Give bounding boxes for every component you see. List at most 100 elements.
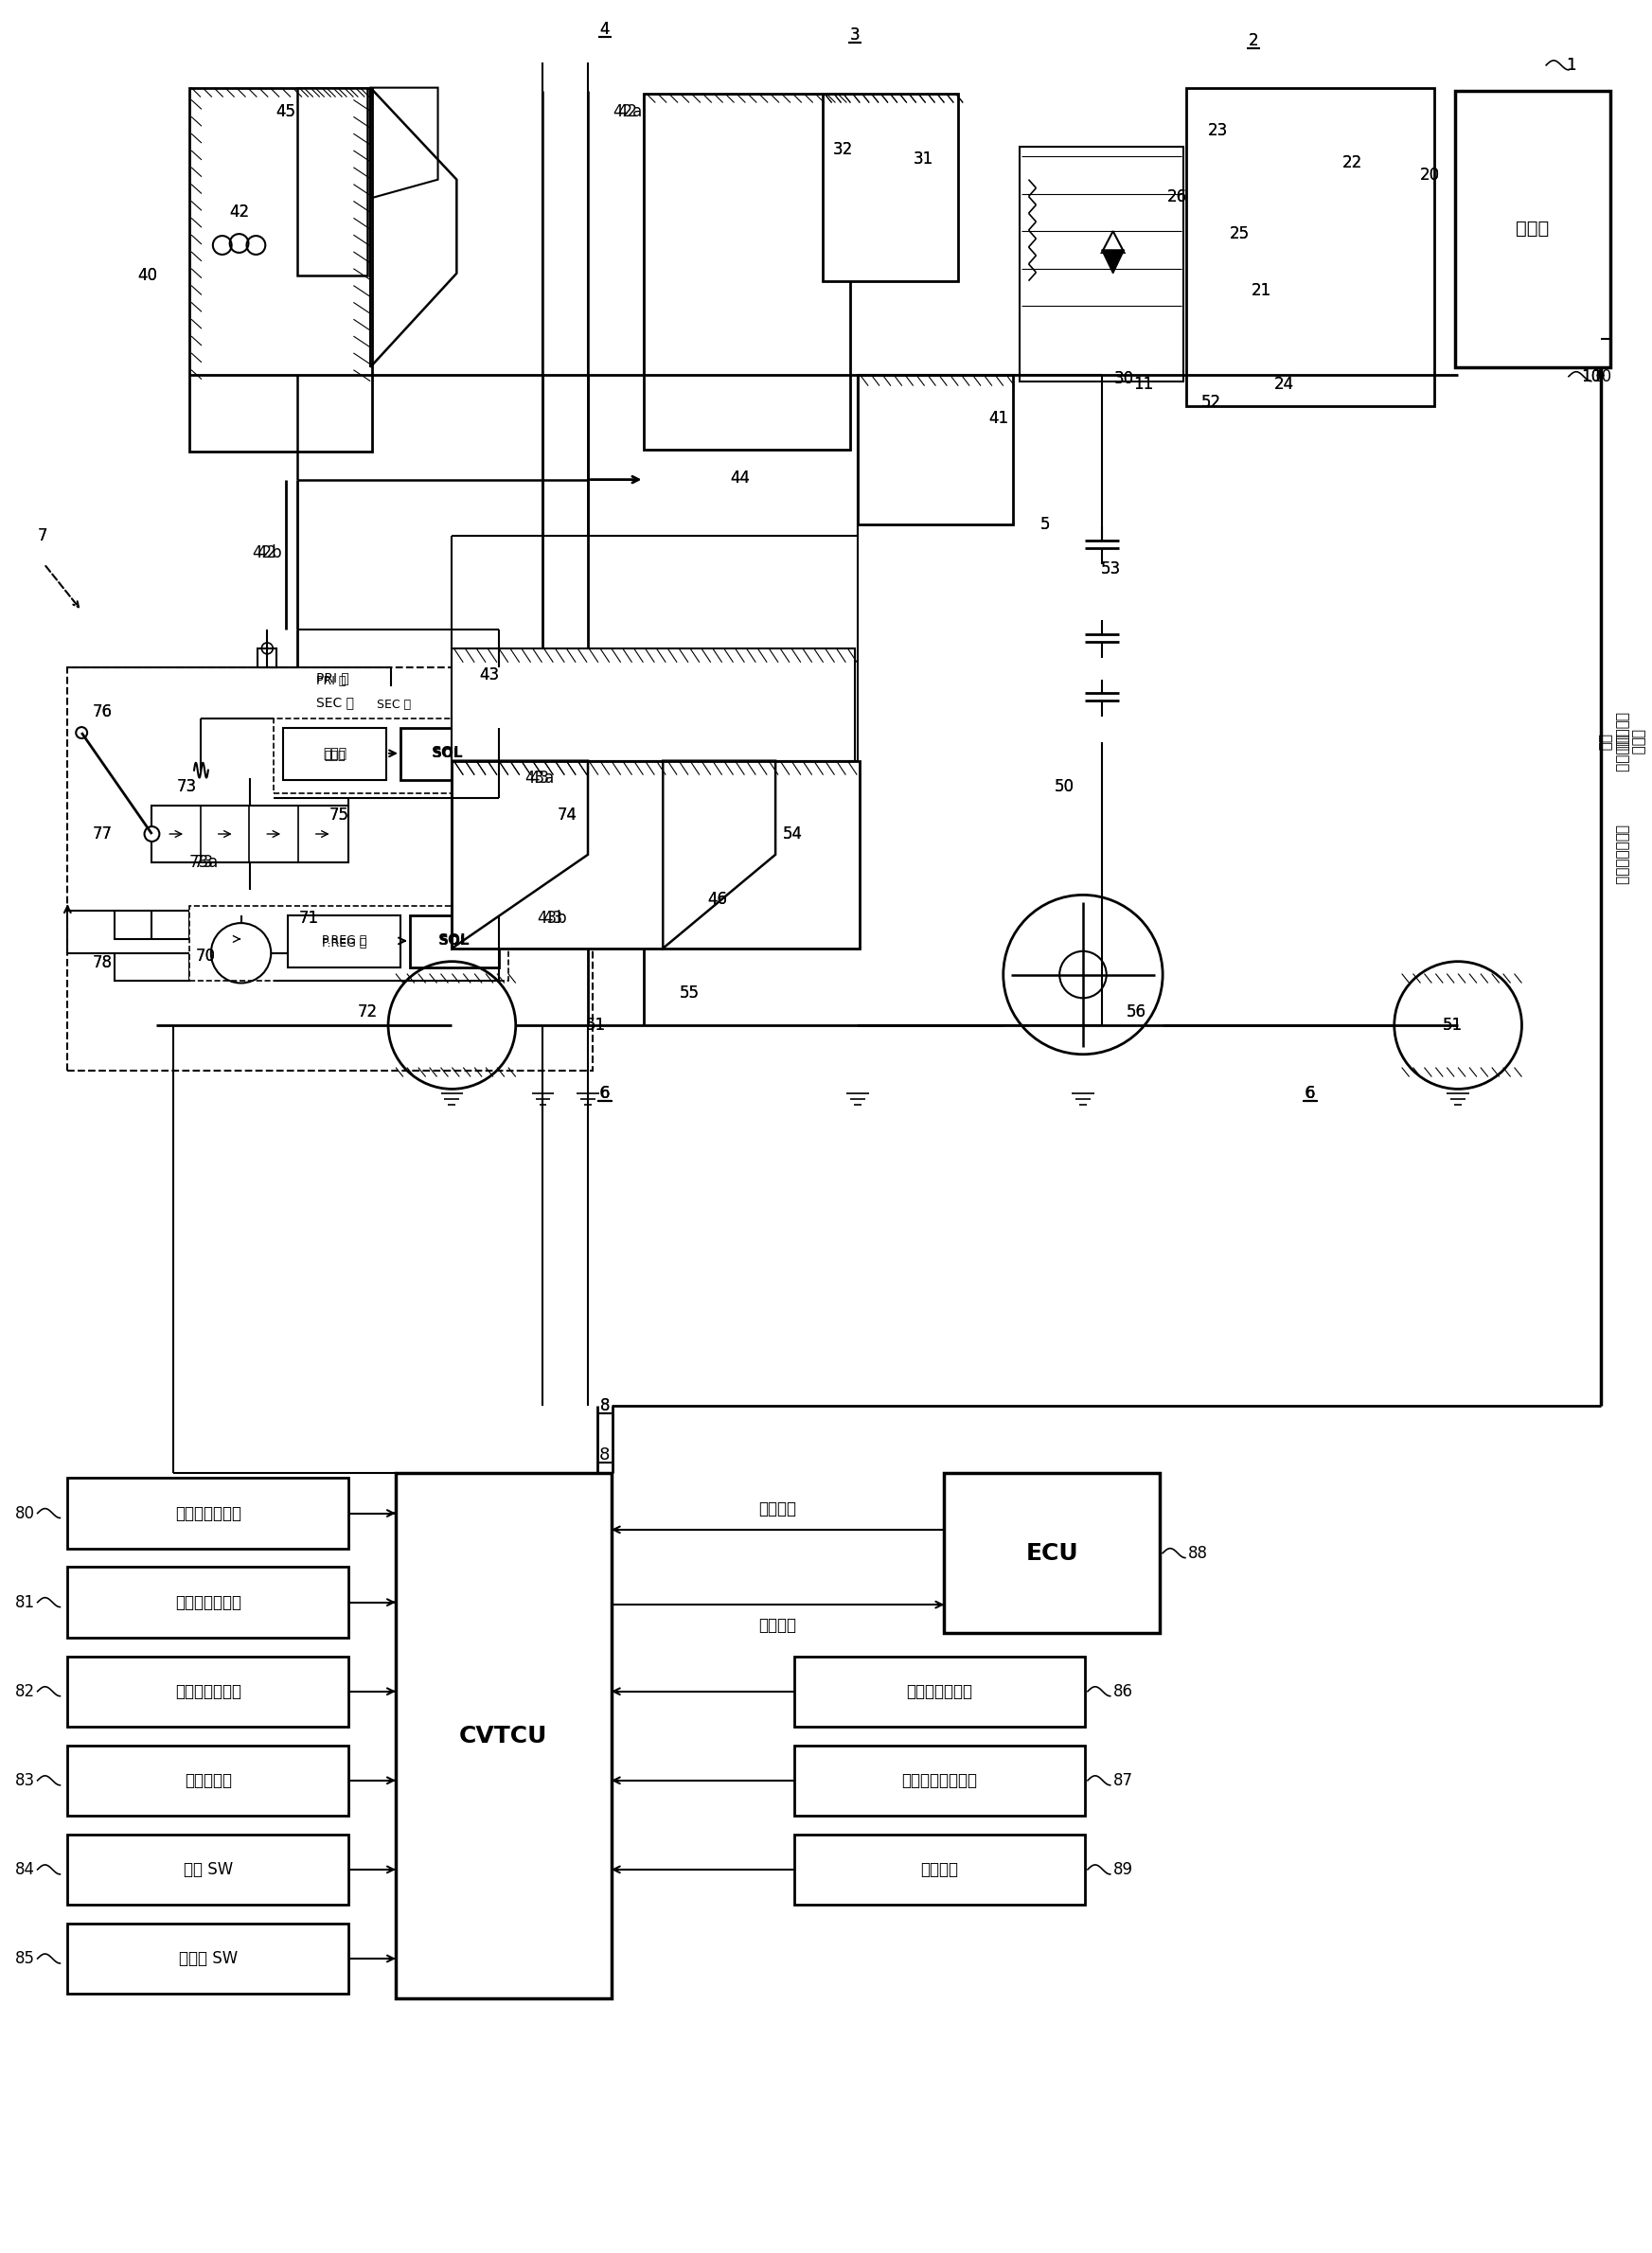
Text: 52: 52	[1201, 394, 1221, 412]
Text: 32: 32	[833, 142, 852, 158]
Text: 53: 53	[1102, 561, 1122, 577]
Text: 74: 74	[557, 807, 577, 825]
Text: 6: 6	[600, 1086, 610, 1102]
Bar	[400, 728, 494, 780]
Text: P.REG 阀: P.REG 阀	[322, 935, 367, 946]
Text: 油温传感器: 油温传感器	[185, 1771, 231, 1789]
Bar	[1455, 90, 1611, 367]
Text: 26: 26	[1166, 187, 1186, 205]
Text: 6: 6	[600, 1086, 610, 1102]
Text: 42: 42	[230, 203, 249, 221]
Bar	[453, 649, 856, 762]
Text: 45: 45	[276, 104, 296, 122]
Text: 50: 50	[1054, 780, 1074, 795]
Text: 25: 25	[1229, 225, 1249, 243]
Text: 次级油压传感器: 次级油压传感器	[175, 1683, 241, 1701]
Text: 6: 6	[1305, 1086, 1315, 1102]
Text: 20: 20	[1421, 167, 1441, 182]
Bar	[287, 915, 400, 967]
Text: 6: 6	[600, 1086, 610, 1102]
Text: 10: 10	[1581, 367, 1601, 385]
Text: 70: 70	[195, 946, 215, 964]
Text: 51: 51	[585, 1016, 605, 1034]
Text: 23: 23	[1208, 122, 1227, 140]
Text: 54: 54	[783, 825, 803, 843]
Text: 5: 5	[1041, 516, 1051, 534]
Text: 5: 5	[1041, 516, 1051, 534]
Text: 制动器 SW: 制动器 SW	[178, 1951, 238, 1967]
Bar	[945, 1473, 1160, 1633]
Bar	[68, 1656, 349, 1726]
Text: 44: 44	[730, 469, 750, 487]
Text: 22: 22	[1341, 153, 1363, 171]
Text: 11: 11	[1133, 376, 1153, 392]
Circle shape	[1287, 207, 1323, 246]
Text: 23: 23	[1208, 122, 1227, 140]
Text: 80: 80	[15, 1505, 35, 1521]
Text: 73a: 73a	[188, 854, 218, 870]
Bar	[282, 728, 387, 780]
Text: 7: 7	[38, 527, 48, 545]
Text: 74: 74	[557, 807, 577, 825]
Text: 6: 6	[1305, 1086, 1315, 1102]
Text: 10: 10	[1581, 367, 1601, 385]
Bar	[190, 88, 372, 451]
Text: 减压阀: 减压阀	[324, 750, 345, 762]
Text: 42: 42	[230, 203, 249, 221]
Bar	[152, 807, 349, 863]
Text: 89: 89	[1113, 1861, 1133, 1879]
Text: 46: 46	[707, 892, 727, 908]
Text: SEC 压: SEC 压	[377, 698, 411, 710]
Text: 81: 81	[15, 1593, 35, 1611]
Text: 42: 42	[258, 545, 278, 561]
Text: 43a: 43a	[524, 768, 553, 786]
Text: 节能开关: 节能开关	[920, 1861, 958, 1879]
Text: 72: 72	[357, 1003, 378, 1021]
Text: 72: 72	[357, 1003, 378, 1021]
Text: 83: 83	[15, 1771, 35, 1789]
Polygon shape	[1102, 250, 1125, 273]
Bar	[795, 1834, 1085, 1904]
Bar	[857, 374, 1013, 525]
Bar	[114, 910, 190, 940]
Text: ECU: ECU	[1026, 1541, 1079, 1564]
Text: 78: 78	[93, 953, 112, 971]
Bar	[68, 1924, 349, 1994]
Bar	[795, 1746, 1085, 1816]
Bar	[68, 1478, 349, 1548]
Text: 88: 88	[1188, 1546, 1208, 1561]
Bar	[297, 88, 367, 275]
Text: 7: 7	[38, 527, 48, 545]
Text: 11: 11	[1133, 376, 1153, 392]
Text: 2: 2	[1249, 32, 1259, 50]
Text: 8: 8	[600, 1446, 610, 1462]
Text: 51: 51	[585, 1016, 605, 1034]
Text: 6: 6	[1305, 1086, 1315, 1102]
Text: 85: 85	[15, 1951, 35, 1967]
Bar	[644, 92, 851, 451]
Bar	[68, 667, 593, 1070]
Bar	[795, 1656, 1085, 1726]
Text: 次级旋转传感器: 次级旋转传感器	[175, 1593, 241, 1611]
Text: 22: 22	[1341, 153, 1363, 171]
Text: CVTCU: CVTCU	[459, 1724, 548, 1748]
Text: 43b: 43b	[537, 910, 567, 926]
Text: 31: 31	[914, 151, 933, 167]
Text: 转矩信息: 转矩信息	[758, 1500, 796, 1519]
Text: 43: 43	[529, 768, 548, 786]
Text: 初级旋转传感器: 初级旋转传感器	[175, 1505, 241, 1521]
Text: 86: 86	[1113, 1683, 1133, 1701]
Text: 55: 55	[679, 985, 699, 1003]
Text: 4: 4	[600, 20, 610, 38]
Text: 断路 SW: 断路 SW	[183, 1861, 233, 1879]
Text: 75: 75	[329, 807, 349, 825]
Text: 70: 70	[195, 946, 215, 964]
Bar	[68, 1834, 349, 1904]
Text: 84: 84	[15, 1861, 35, 1879]
Text: 50: 50	[1054, 780, 1074, 795]
Text: 76: 76	[93, 703, 112, 721]
Text: 87: 87	[1113, 1771, 1133, 1789]
Text: 8: 8	[600, 1397, 610, 1415]
Text: 41: 41	[988, 410, 1009, 428]
Text: 43: 43	[479, 667, 499, 683]
